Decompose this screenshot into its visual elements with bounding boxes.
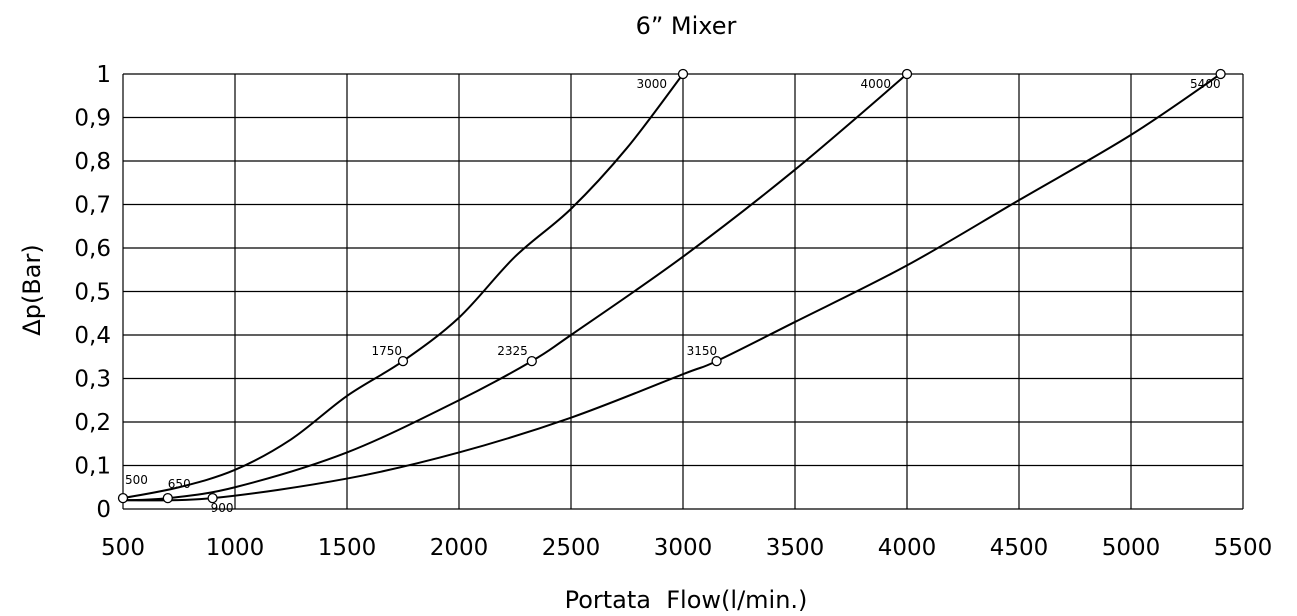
data-point-marker <box>207 492 218 504</box>
data-point-marker <box>677 68 689 80</box>
y-tick-label: 0,3 <box>74 367 111 393</box>
y-tick-label: 0,2 <box>74 410 111 436</box>
chart-title: 6” Mixer <box>636 12 737 40</box>
series-line <box>122 73 908 502</box>
data-point-label: 500 <box>125 473 148 487</box>
grid <box>122 73 1244 510</box>
x-tick-label: 1000 <box>206 535 265 561</box>
x-tick-label: 4500 <box>990 535 1049 561</box>
data-point-label: 900 <box>211 501 234 515</box>
series-line <box>122 73 684 500</box>
data-point-label: 650 <box>168 477 191 491</box>
x-tick-label: 3000 <box>654 535 713 561</box>
markers: 500 1750 3000 650 2325 4000 900 3150 5400 <box>117 68 1226 515</box>
data-point-marker <box>117 492 129 504</box>
data-point-marker <box>711 355 722 367</box>
y-tick-label: 0,9 <box>74 106 111 132</box>
y-tick-label: 0,5 <box>74 280 111 306</box>
y-tick-label: 0,1 <box>74 454 111 480</box>
y-tick-label: 0 <box>96 497 111 523</box>
x-tick-label: 5000 <box>1102 535 1161 561</box>
x-tick-label: 2500 <box>542 535 601 561</box>
y-axis: 0 0,1 0,2 0,3 0,4 0,5 0,6 0,7 0,8 0,9 1 <box>74 62 111 523</box>
y-tick-label: 0,7 <box>74 193 111 219</box>
data-point-label: 1750 <box>371 344 402 358</box>
x-tick-label: 1500 <box>318 535 377 561</box>
data-point-marker <box>901 68 913 80</box>
data-point-label: 3150 <box>687 344 718 358</box>
data-point-marker <box>1215 68 1226 80</box>
y-tick-label: 0,4 <box>74 323 111 349</box>
series-line <box>122 73 1222 502</box>
y-axis-label: Δp(Bar) <box>18 244 46 335</box>
data-point-label: 3000 <box>636 77 667 91</box>
series-lines <box>122 73 1222 502</box>
data-point-label: 5400 <box>1190 77 1221 91</box>
x-tick-label: 500 <box>101 535 145 561</box>
data-point-marker <box>526 355 537 367</box>
x-tick-label: 3500 <box>766 535 825 561</box>
x-tick-label: 5500 <box>1214 535 1273 561</box>
y-tick-label: 0,8 <box>74 149 111 175</box>
x-axis: 500 1000 1500 2000 2500 3000 3500 4000 4500 5000 5… <box>101 535 1272 561</box>
y-tick-label: 1 <box>96 62 111 88</box>
x-tick-label: 4000 <box>878 535 937 561</box>
y-tick-label: 0,6 <box>74 236 111 262</box>
data-point-marker <box>162 492 173 504</box>
data-point-marker <box>397 355 409 367</box>
data-point-label: 2325 <box>497 344 528 358</box>
x-axis-label: Portata Flow(l/min.) <box>565 586 808 614</box>
data-point-label: 4000 <box>860 77 891 91</box>
x-tick-label: 2000 <box>430 535 489 561</box>
